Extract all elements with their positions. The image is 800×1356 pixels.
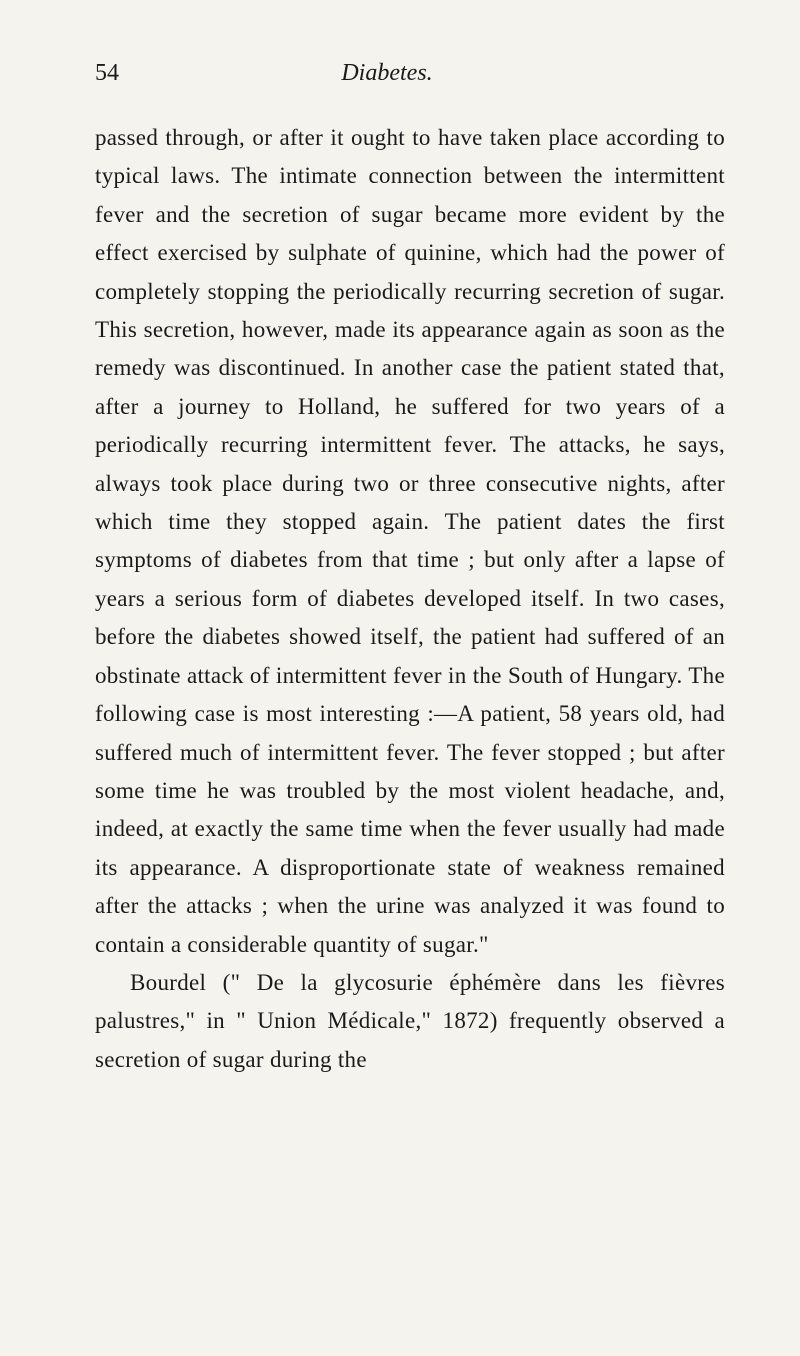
page-header: 54 Diabetes. bbox=[95, 60, 725, 87]
page-heading: Diabetes. bbox=[341, 60, 432, 87]
page-number: 54 bbox=[95, 60, 119, 87]
body-content: passed through, or after it ought to hav… bbox=[95, 119, 725, 1079]
paragraph-2: Bourdel (" De la glycosurie éphémère dan… bbox=[95, 970, 725, 1072]
paragraph-1: passed through, or after it ought to hav… bbox=[95, 125, 725, 957]
